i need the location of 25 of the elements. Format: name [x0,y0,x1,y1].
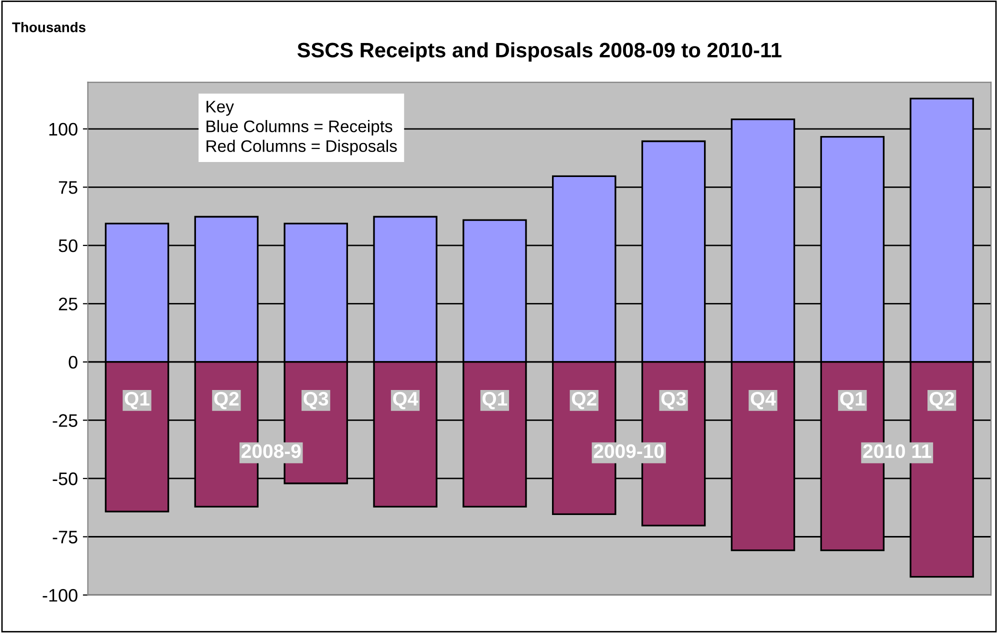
x-tick-label: Q3 [661,392,686,410]
y-tick-label: -25 [52,414,78,427]
y-tick-label: 50 [58,239,78,252]
chart-title: SSCS Receipts and Disposals 2008-09 to 2010-11 [297,42,782,62]
x-tick-label: Q3 [304,392,328,410]
y-tick-label: -75 [52,530,78,544]
x-tick-label: Q1 [124,392,150,410]
annotation: 2008-9 [242,444,301,458]
x-tick-label: Q2 [214,392,239,410]
x-tick-label: Q1 [482,392,508,410]
x-tick-label: Q1 [840,392,865,410]
y-tick-label: 100 [49,122,78,136]
x-tick-label: Q2 [572,392,596,410]
y-tick-label: 0 [68,356,78,369]
y-tick-label: 75 [58,181,78,194]
x-tick-label: Q2 [930,392,954,410]
annotation: 2009-10 [594,444,664,458]
y-axis-title: Thousands [12,22,86,32]
annotation: Key Blue Columns = Receipts Red Columns = Disposals [206,100,397,156]
y-tick-label: -100 [42,588,78,602]
y-tick-label: -50 [52,472,78,486]
x-tick-label: Q4 [750,392,776,410]
x-tick-label: Q4 [393,392,418,410]
y-tick-label: 25 [58,298,78,310]
annotation: 2010 11 [863,444,932,458]
